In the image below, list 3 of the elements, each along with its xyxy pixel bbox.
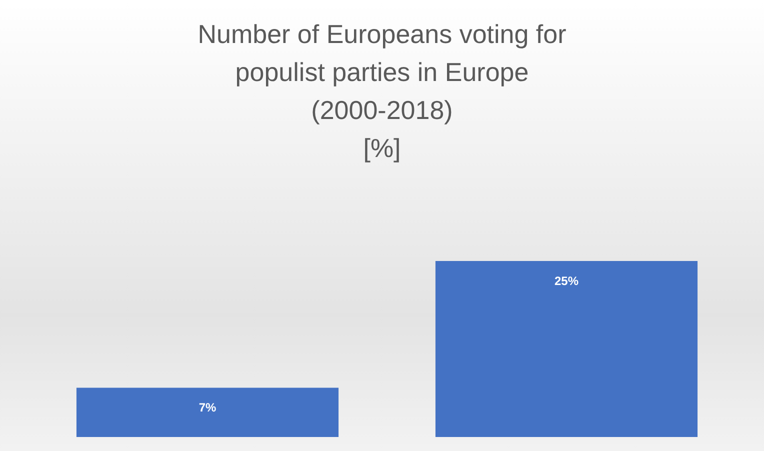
data-label: 25% [554,274,579,288]
chart-title: Number of Europeans voting for populist parties in Europe (2000-2018) [%] [198,19,567,163]
data-label: 7% [198,400,216,415]
